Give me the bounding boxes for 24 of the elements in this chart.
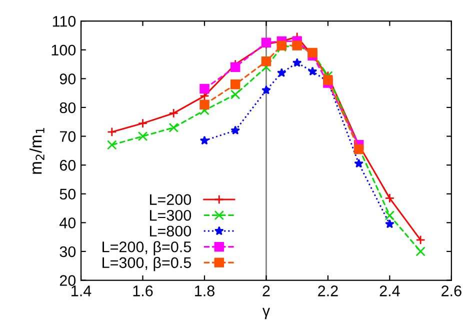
legend-label: L=200, β=0.5 xyxy=(102,241,192,256)
legend-label: L=300 xyxy=(150,210,192,221)
y-tick-label: 100 xyxy=(52,44,76,56)
y-tick-label: 50 xyxy=(60,188,76,200)
x-tick-label: 2.6 xyxy=(442,286,462,296)
x-tick-label: 2 xyxy=(262,286,270,296)
y-tick-label: 30 xyxy=(60,246,76,258)
x-tick-label: 2.4 xyxy=(380,286,400,296)
x-tick-label: 1.8 xyxy=(195,286,214,296)
y-tick-label: 60 xyxy=(60,160,76,171)
y-tick-label: 70 xyxy=(60,131,76,142)
y-tick-label: 80 xyxy=(60,102,76,114)
y-tick-label: 20 xyxy=(60,275,76,286)
legend-label: L=200 xyxy=(150,194,192,205)
x-tick-label: 1.4 xyxy=(72,286,92,296)
y-tick-label: 40 xyxy=(60,218,76,228)
y-tick-label: 90 xyxy=(60,74,76,84)
x-tick-label: 1.6 xyxy=(133,286,153,296)
x-tick-label: 2.2 xyxy=(318,286,338,296)
y-tick-label: 110 xyxy=(52,16,76,27)
x-axis-title: γ xyxy=(262,308,270,320)
legend-label: L=300, β=0.5 xyxy=(102,256,192,272)
y-axis-title: m$_{2}$/m$_{1}$ xyxy=(29,128,44,174)
legend-label: L=800 xyxy=(150,226,192,237)
